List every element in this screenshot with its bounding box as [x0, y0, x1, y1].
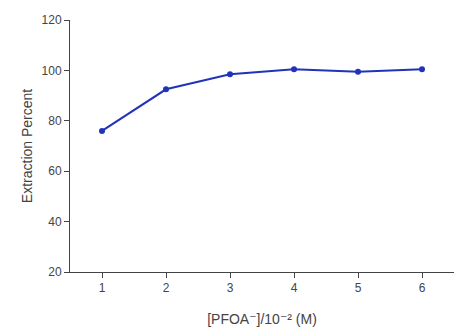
svg-text:40: 40 [48, 215, 62, 229]
svg-text:80: 80 [48, 114, 62, 128]
svg-text:Extraction Percent: Extraction Percent [19, 89, 35, 203]
svg-text:[PFOA⁻]/10⁻² (M): [PFOA⁻]/10⁻² (M) [207, 311, 317, 327]
svg-text:1: 1 [99, 281, 106, 295]
svg-text:20: 20 [48, 265, 62, 279]
svg-text:2: 2 [163, 281, 170, 295]
svg-text:3: 3 [227, 281, 234, 295]
svg-text:4: 4 [291, 281, 298, 295]
svg-text:6: 6 [419, 281, 426, 295]
svg-text:5: 5 [355, 281, 362, 295]
svg-text:120: 120 [42, 13, 62, 27]
svg-text:100: 100 [42, 64, 62, 78]
svg-text:60: 60 [48, 164, 62, 178]
